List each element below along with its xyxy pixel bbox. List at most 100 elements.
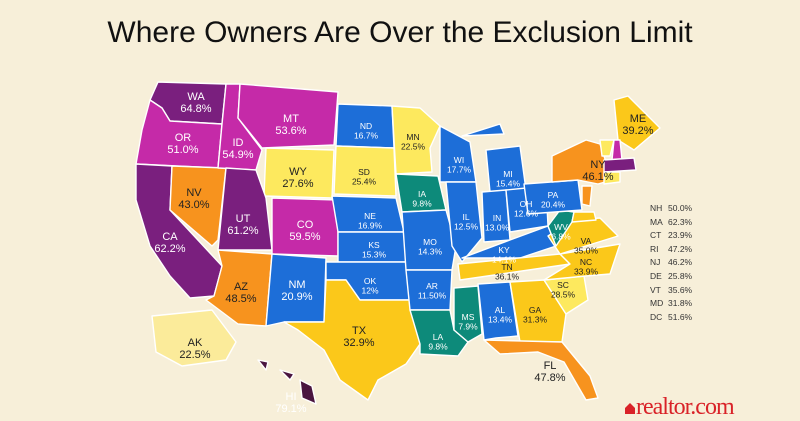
state-nv xyxy=(169,165,227,247)
state-co-code: CO xyxy=(297,219,314,231)
realtor-logo[interactable]: realtor.com xyxy=(624,394,735,421)
state-ar-code: AR xyxy=(426,281,438,291)
state-mt-code: MT xyxy=(283,113,299,125)
maryland-shape xyxy=(571,211,597,223)
legend-row-nj: NJ 46.2% xyxy=(650,256,750,270)
state-mn-code: MN xyxy=(406,132,419,142)
state-in-value: 13.0% xyxy=(485,223,510,233)
state-me-value: 39.2% xyxy=(622,125,653,137)
state-in-code: IN xyxy=(493,213,502,223)
state-tx xyxy=(283,279,421,401)
state-ms-code: MS xyxy=(462,312,475,322)
house-icon xyxy=(625,403,635,414)
legend-row-vt: VT 35.6% xyxy=(650,284,750,298)
state-fl-code: FL xyxy=(544,360,557,372)
state-me-code: ME xyxy=(630,113,647,125)
state-tn-value: 36.1% xyxy=(495,272,520,282)
state-ia-value: 9.8% xyxy=(412,199,432,209)
state-ga xyxy=(509,279,567,343)
connecticut-shape xyxy=(603,171,621,185)
state-ak-value: 22.5% xyxy=(179,349,210,361)
state-fl-value: 47.8% xyxy=(534,372,565,384)
state-ok-value: 12% xyxy=(361,286,378,296)
state-hi-value: 79.1% xyxy=(275,403,306,415)
legend-row-md: MD 31.8% xyxy=(650,297,750,311)
state-id-value: 54.9% xyxy=(222,149,253,161)
state-nm-value: 20.9% xyxy=(281,291,312,303)
state-ut-code: UT xyxy=(236,213,251,225)
state-oh-code: OH xyxy=(520,199,533,209)
legend-value: 31.8% xyxy=(668,298,693,309)
legend-code: VT xyxy=(650,284,661,295)
state-or-code: OR xyxy=(175,132,192,144)
legend-code: DE xyxy=(650,270,662,281)
legend-code: CT xyxy=(650,230,662,241)
state-nc xyxy=(543,243,621,281)
legend-code: DC xyxy=(650,311,663,322)
legend-code: NJ xyxy=(650,257,661,268)
legend-value: 25.8% xyxy=(668,270,693,281)
legend-row-ma: MA 62.3% xyxy=(650,216,750,230)
legend-value: 23.9% xyxy=(668,230,693,241)
state-sd-value: 25.4% xyxy=(352,177,377,187)
state-ks-value: 15.3% xyxy=(362,250,387,260)
state-ak-code: AK xyxy=(188,337,203,349)
small-states-legend: NH 50.0% MA 62.3% CT 23.9% RI 47.2% NJ 46.2% DE 25.… xyxy=(650,202,750,324)
state-wv-value: 6.8% xyxy=(551,232,571,242)
state-ok-code: OK xyxy=(364,276,377,286)
state-al-value: 13.4% xyxy=(488,315,513,325)
state-co-value: 59.5% xyxy=(289,231,320,243)
legend-code: MD xyxy=(650,298,664,309)
state-wy-code: WY xyxy=(289,166,307,178)
brand-text: realtor.com xyxy=(636,394,735,420)
legend-value: 35.6% xyxy=(668,284,693,295)
state-mi-code: MI xyxy=(503,169,512,179)
legend-row-nh: NH 50.0% xyxy=(650,202,750,216)
state-il-value: 12.5% xyxy=(454,222,479,232)
map-title: Where Owners Are Over the Exclusion Limi… xyxy=(107,16,693,49)
state-hi-code: HI xyxy=(286,391,297,403)
legend-code: RI xyxy=(650,243,659,254)
state-al xyxy=(477,281,519,341)
state-ca-code: CA xyxy=(162,231,178,243)
legend-value: 50.0% xyxy=(668,203,693,213)
state-wi-code: WI xyxy=(454,155,464,165)
state-ny-code: NY xyxy=(590,159,606,171)
state-ne-code: NE xyxy=(364,211,376,221)
state-nc-code: NC xyxy=(580,257,592,267)
state-ca-value: 62.2% xyxy=(154,243,185,255)
legend-code: MA xyxy=(650,216,663,227)
state-tn-code: TN xyxy=(501,262,512,272)
state-wi-value: 17.7% xyxy=(447,165,472,175)
state-mt xyxy=(237,83,339,149)
state-la xyxy=(409,309,469,357)
new-jersey-shape xyxy=(581,185,593,207)
legend-code: NH xyxy=(650,203,663,213)
state-az-code: AZ xyxy=(234,281,248,293)
state-id-code: ID xyxy=(233,137,244,149)
state-mo-value: 14.3% xyxy=(418,247,443,257)
state-ar-value: 11.50% xyxy=(418,291,447,301)
legend-row-ct: CT 23.9% xyxy=(650,229,750,243)
vermont-shape xyxy=(599,139,615,157)
new-hampshire-shape xyxy=(611,139,623,161)
state-sc-code: SC xyxy=(557,280,569,290)
legend-row-de: DE 25.8% xyxy=(650,270,750,284)
state-mi-value: 15.4% xyxy=(496,179,521,189)
state-il-code: IL xyxy=(462,212,469,222)
state-va-code: VA xyxy=(581,236,592,246)
state-wa-value: 64.8% xyxy=(180,103,211,115)
state-nd-value: 16.7% xyxy=(354,131,379,141)
state-tx-code: TX xyxy=(352,325,367,337)
state-sd xyxy=(333,145,397,197)
state-nc-value: 33.9% xyxy=(574,267,599,277)
state-nm-code: NM xyxy=(288,279,305,291)
state-pa-code: PA xyxy=(548,190,559,200)
state-me xyxy=(613,95,661,151)
state-nd-code: ND xyxy=(360,121,372,131)
state-ut xyxy=(217,167,273,251)
state-fl xyxy=(483,339,599,401)
state-sc-value: 28.5% xyxy=(551,290,576,300)
state-la-code: LA xyxy=(433,332,444,342)
state-mo xyxy=(401,209,457,271)
